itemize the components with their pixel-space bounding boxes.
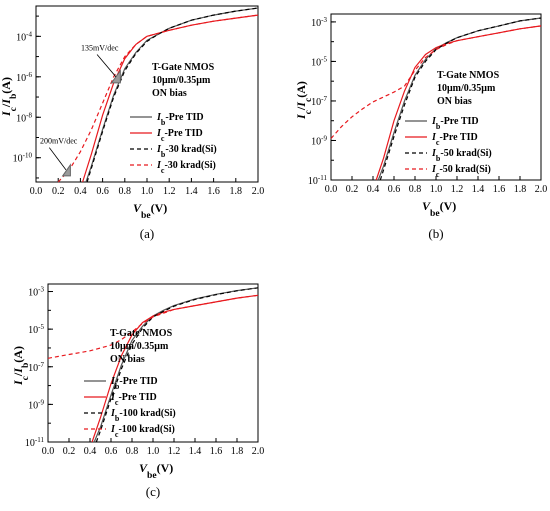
annotation-200: 200mV/dec [40, 137, 78, 146]
y-tick-label: 10-3 [311, 16, 327, 29]
x-tick-label: 2.0 [252, 446, 265, 457]
chart-b-svg: 0.0 0.2 0.4 0.6 0.8 1.0 1.2 1.4 1.6 1.8 2.0 10-11 10… [294, 13, 548, 241]
figure-panel-c: 0.0 0.2 0.4 0.6 0.8 1.0 1.2 1.4 1.6 1.8 2.0 10-11 10… [0, 256, 275, 506]
legend-label: Ic-50 krad(Si) [431, 164, 491, 179]
series-line-3 [47, 294, 259, 359]
panel-caption: (a) [140, 226, 154, 241]
series-line-1 [91, 294, 259, 443]
title-line: 10μm/0.35μm [110, 341, 169, 352]
y-tick-label: 10-8 [16, 111, 32, 124]
x-tick-label: 1.4 [472, 184, 485, 195]
title-line: T-Gate NMOS [152, 62, 215, 73]
x-tick-label: 0.6 [388, 184, 401, 195]
legend-label: Ic-Pre TID [110, 392, 157, 407]
y-tick-label: 10-5 [28, 323, 44, 336]
x-tick-label: 2.0 [535, 184, 548, 195]
x-tick-label: 1.0 [430, 184, 443, 195]
x-axis-label: Vbe(V) [422, 199, 456, 219]
plot-frame [35, 5, 259, 183]
title-line: 10μm/0.35μm [152, 75, 211, 86]
figure-panel-b: 0.0 0.2 0.4 0.6 0.8 1.0 1.2 1.4 1.6 1.8 2.0 10-11 10… [275, 0, 550, 250]
legend-label: Ib-100 krad(Si) [110, 408, 176, 423]
series-line-2 [379, 17, 542, 181]
x-tick-label: 1.2 [163, 186, 176, 197]
y-tick-label: 10-9 [28, 398, 44, 411]
x-tick-label: 1.2 [451, 184, 464, 195]
title-line: ON bias [437, 96, 472, 107]
x-tick-label: 1.8 [230, 186, 243, 197]
series-line-2 [86, 7, 259, 183]
x-tick-label: 0.2 [346, 184, 359, 195]
x-tick-label: 0.2 [63, 446, 76, 457]
x-tick-label: 0.2 [52, 186, 65, 197]
y-tick-label: 10-4 [16, 30, 32, 43]
chart-a-svg: 0.0 0.2 0.4 0.6 0.8 1.0 1.2 1.4 1.6 1.8 2.0 10-10 10… [0, 5, 265, 241]
y-axis-label: Ic/Ib(A) [11, 346, 31, 386]
x-tick-label: 1.0 [147, 446, 160, 457]
x-tick-label: 1.4 [185, 186, 198, 197]
x-tick-label: 0.8 [126, 446, 139, 457]
legend-label: Ic-Pre TID [431, 132, 478, 147]
y-tick-label: 10-11 [308, 174, 328, 187]
x-tick-label: 1.6 [493, 184, 506, 195]
title-line: ON bias [152, 88, 187, 99]
x-tick-label: 0.6 [105, 446, 118, 457]
y-axis-label: Ic/Ic(A) [294, 81, 314, 120]
series-line-3 [57, 14, 259, 183]
legend-label: Ib-30 krad(Si) [156, 144, 217, 159]
y-tick-label: 10-3 [28, 286, 44, 299]
panel-caption: (c) [146, 484, 160, 499]
x-tick-label: 0.4 [74, 186, 87, 197]
title-line: T-Gate NMOS [437, 70, 500, 81]
x-tick-label: 0.0 [30, 186, 43, 197]
y-tick-label: 10-9 [311, 134, 327, 147]
series-line-2 [95, 287, 259, 443]
annotation-135: 135mV/dec [81, 44, 119, 53]
y-tick-label: 10-6 [16, 71, 32, 84]
series-line-3 [330, 25, 542, 139]
x-axis-label: Vbe(V) [133, 201, 167, 221]
x-tick-label: 1.0 [141, 186, 154, 197]
x-tick-label: 0.4 [367, 184, 380, 195]
slope-triangle-200 [61, 163, 71, 177]
x-tick-label: 1.8 [514, 184, 527, 195]
x-tick-label: 2.0 [252, 186, 265, 197]
y-tick-label: 10-7 [28, 361, 44, 374]
y-tick-label: 10-10 [13, 152, 33, 165]
annotation-arrow-200 [48, 147, 67, 171]
y-tick-label: 10-5 [311, 55, 327, 68]
y-tick-label: 10-11 [25, 436, 45, 449]
y-tick-label: 10-7 [311, 95, 327, 108]
x-tick-label: 0.0 [325, 184, 338, 195]
x-tick-label: 0.8 [409, 184, 422, 195]
x-tick-label: 0.6 [96, 186, 109, 197]
x-tick-label: 0.0 [42, 446, 55, 457]
title-line: T-Gate NMOS [110, 328, 173, 339]
legend-label: Ib-50 krad(Si) [431, 148, 492, 163]
x-axis-label: Vbe(V) [139, 461, 173, 481]
legend-label: Ib-Pre TID [156, 112, 204, 127]
title-line: 10μm/0.35μm [437, 83, 496, 94]
x-tick-label: 1.6 [207, 186, 220, 197]
x-tick-label: 1.2 [168, 446, 181, 457]
y-axis-label: Ic/Ib(A) [0, 77, 19, 117]
legend-label: Ib-Pre TID [110, 376, 158, 391]
x-tick-label: 1.4 [189, 446, 202, 457]
annotation-arrow-135 [96, 54, 117, 78]
x-tick-label: 1.6 [210, 446, 223, 457]
chart-c-svg: 0.0 0.2 0.4 0.6 0.8 1.0 1.2 1.4 1.6 1.8 2.0 10-11 10… [11, 283, 265, 499]
legend-label: Ib-Pre TID [431, 116, 479, 131]
x-tick-label: 1.8 [231, 446, 244, 457]
x-tick-label: 0.8 [119, 186, 132, 197]
legend-label: Ic-Pre TID [156, 128, 203, 143]
figure-panel-a: 0.0 0.2 0.4 0.6 0.8 1.0 1.2 1.4 1.6 1.8 2.0 10-10 10… [0, 0, 275, 250]
legend-label: Ic-100 krad(Si) [110, 424, 175, 439]
panel-caption: (b) [428, 226, 443, 241]
legend-label: Ic-30 krad(Si) [156, 160, 216, 175]
x-tick-label: 0.4 [84, 446, 97, 457]
title-line: ON bias [110, 354, 145, 365]
